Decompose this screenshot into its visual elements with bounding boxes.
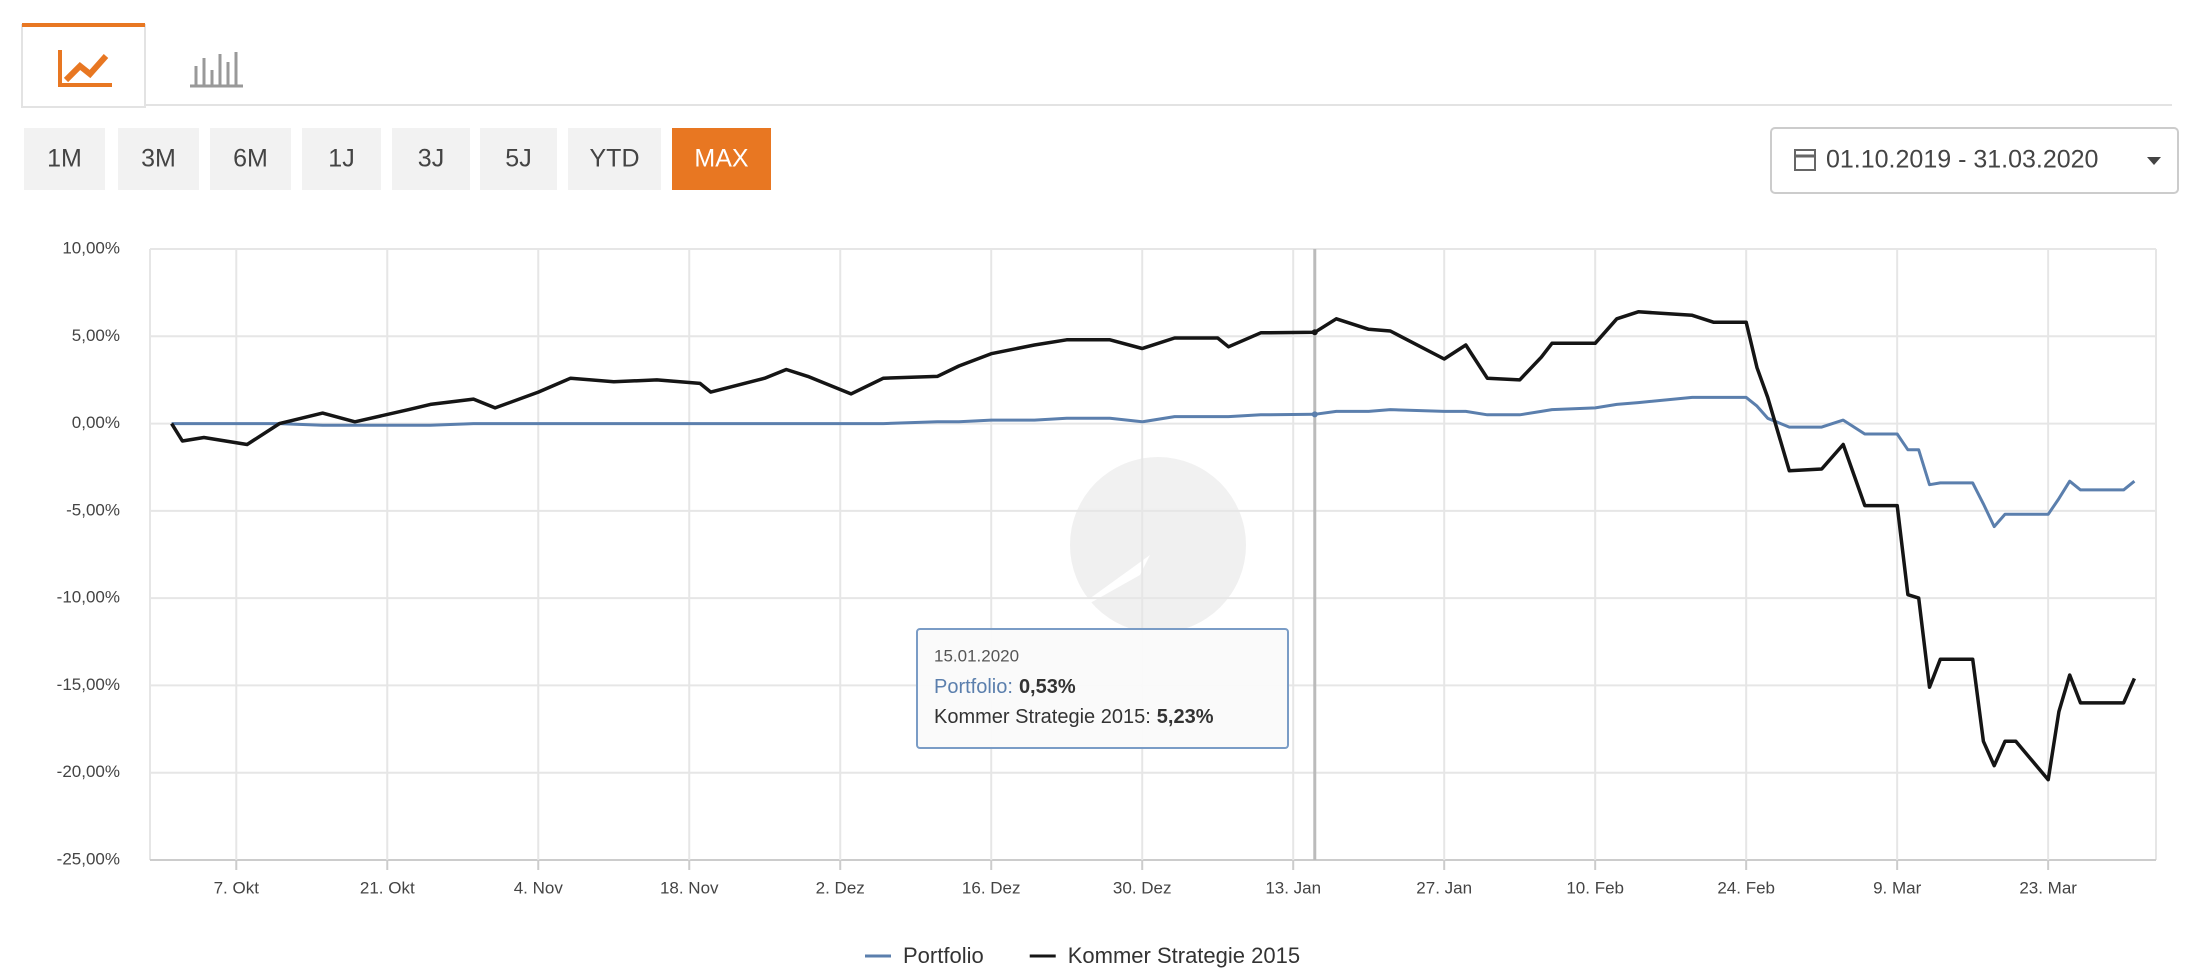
x-tick-label: 4. Nov — [514, 878, 564, 897]
x-tick-label: 9. Mar — [1873, 878, 1922, 897]
x-tick-label: 2. Dez — [816, 878, 865, 897]
series-line — [170, 310, 2137, 782]
button-bg — [392, 128, 470, 190]
y-tick-label: -5,00% — [66, 500, 120, 519]
button-label: 1M — [47, 145, 82, 173]
y-tick-label: 5,00% — [72, 326, 120, 345]
tooltip-value: 5,23% — [1157, 706, 1214, 728]
legend-label: Portfolio — [903, 943, 984, 968]
tooltip-series-name: Kommer Strategie 2015: — [934, 706, 1151, 728]
button-label: 1J — [328, 145, 354, 173]
x-tick-label: 10. Feb — [1566, 878, 1624, 897]
button-bg — [210, 128, 291, 190]
period-button[interactable]: 1M — [24, 128, 105, 190]
x-tick-label: 27. Jan — [1416, 878, 1472, 897]
period-button[interactable]: 5J — [480, 128, 557, 190]
legend-item[interactable]: Kommer Strategie 2015 — [1029, 943, 1300, 968]
hover-marker — [1311, 329, 1318, 336]
date-range: 01.10.2019 - 31.03.2020 — [1826, 146, 2098, 174]
button-bg — [118, 128, 199, 190]
tooltip-box — [916, 628, 1289, 749]
period-button[interactable]: YTD — [568, 128, 661, 190]
button-bg — [480, 128, 557, 190]
x-tick-label: 13. Jan — [1265, 878, 1321, 897]
button-label: 3J — [418, 145, 444, 173]
tooltip-series-name: Portfolio: — [934, 676, 1013, 698]
x-tick-label: 24. Feb — [1717, 878, 1775, 897]
button-bg — [24, 128, 105, 190]
tooltip-value: 0,53% — [1019, 676, 1076, 698]
period-button[interactable]: MAX — [672, 128, 771, 190]
y-tick-label: 10,00% — [62, 238, 120, 257]
y-tick-label: -15,00% — [57, 675, 120, 694]
button-label: 6M — [233, 145, 268, 173]
button-bg — [672, 128, 771, 190]
date-range-picker[interactable]: 01.10.2019 - 31.03.2020 — [1770, 127, 2179, 194]
period-button[interactable]: 1J — [302, 128, 381, 190]
tooltip-row: Portfolio: 0,53% — [934, 676, 1076, 698]
button-bg — [302, 128, 381, 190]
x-tick-label: 21. Okt — [360, 878, 415, 897]
bar-chart-tab[interactable] — [190, 52, 243, 88]
tooltip-date: 15.01.2020 — [934, 646, 1019, 665]
button-bg — [568, 128, 661, 190]
x-tick-label: 18. Nov — [660, 878, 719, 897]
hover-marker — [1311, 411, 1318, 418]
legend-item[interactable]: Portfolio — [865, 943, 984, 968]
tooltip-row: Kommer Strategie 2015: 5,23% — [934, 706, 1214, 728]
y-tick-label: -10,00% — [57, 588, 120, 607]
button-label: 3M — [141, 145, 176, 173]
button-label: YTD — [590, 145, 640, 173]
period-button[interactable]: 6M — [210, 128, 291, 190]
y-tick-label: -25,00% — [57, 849, 120, 868]
x-tick-label: 23. Mar — [2019, 878, 2077, 897]
legend-label: Kommer Strategie 2015 — [1068, 943, 1300, 968]
x-tick-label: 16. Dez — [962, 878, 1021, 897]
period-button[interactable]: 3J — [392, 128, 470, 190]
watermark — [1060, 457, 1246, 633]
line-chart-tab[interactable] — [21, 23, 146, 108]
button-label: MAX — [694, 145, 749, 173]
x-tick-label: 30. Dez — [1113, 878, 1172, 897]
period-button[interactable]: 3M — [118, 128, 199, 190]
y-tick-label: 0,00% — [72, 413, 120, 432]
x-tick-label: 7. Okt — [214, 878, 260, 897]
series-line — [171, 395, 2136, 529]
button-label: 5J — [505, 145, 531, 173]
y-tick-label: -20,00% — [57, 762, 120, 781]
tooltip: 15.01.2020 Portfolio: 0,53% Kommer Strategi… — [916, 628, 1289, 749]
